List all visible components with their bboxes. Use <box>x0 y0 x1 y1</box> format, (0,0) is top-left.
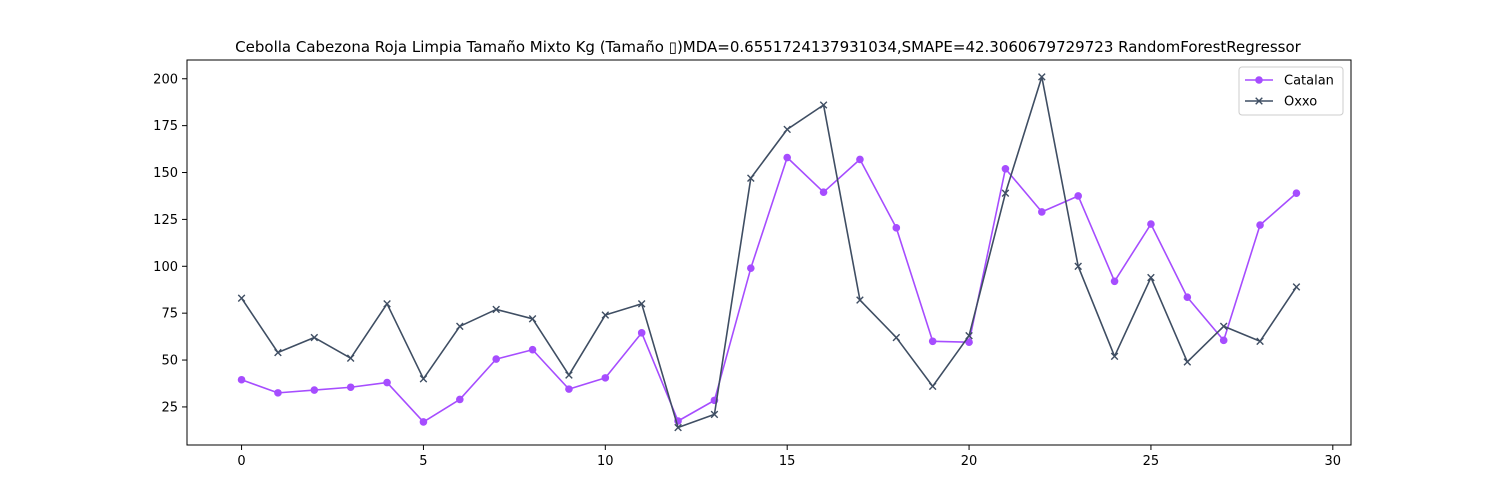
y-tick-label: 25 <box>161 400 178 415</box>
data-point-oxxo <box>892 333 901 342</box>
chart-title: Cebolla Cabezona Roja Limpia Tamaño Mixt… <box>235 38 1301 56</box>
data-point-oxxo <box>1074 262 1082 271</box>
data-point-catalan <box>1219 336 1228 345</box>
data-point-catalan <box>856 155 864 164</box>
x-tick-label: 10 <box>597 454 614 469</box>
legend-label-oxxo: Oxxo <box>1284 95 1317 110</box>
series-line-oxxo <box>240 76 1298 429</box>
y-tick-label: 200 <box>153 72 178 87</box>
data-point-oxxo <box>637 299 646 308</box>
data-point-oxxo <box>274 348 282 357</box>
legend-label-catalan: Catalan <box>1284 74 1334 89</box>
data-point-catalan <box>747 264 755 272</box>
x-tick-label: 30 <box>1325 454 1342 469</box>
data-point-catalan <box>383 378 391 387</box>
data-point-catalan <box>456 395 464 404</box>
data-point-catalan <box>1147 220 1155 228</box>
data-point-oxxo <box>783 125 791 134</box>
data-point-catalan <box>1256 221 1264 229</box>
data-point-catalan <box>237 375 246 384</box>
data-point-catalan <box>819 188 828 197</box>
x-axis: 0 5 10 15 20 25 30 <box>237 445 1341 469</box>
data-point-oxxo <box>237 294 246 302</box>
data-point-catalan <box>528 345 537 354</box>
data-point-catalan <box>1038 208 1046 216</box>
data-point-oxxo <box>856 296 864 304</box>
series-line-catalan <box>241 156 1297 423</box>
data-point-catalan <box>1183 293 1192 302</box>
legend-marker-catalan <box>1255 76 1263 84</box>
data-point-oxxo <box>1183 358 1192 366</box>
data-point-oxxo <box>1001 189 1010 197</box>
data-point-oxxo <box>528 314 537 323</box>
data-point-oxxo <box>710 410 719 419</box>
plot-area <box>186 59 1352 446</box>
data-point-catalan <box>637 329 646 337</box>
data-point-catalan <box>601 374 610 382</box>
data-point-catalan <box>1001 164 1010 173</box>
data-point-oxxo <box>965 331 973 340</box>
data-point-oxxo <box>346 354 355 362</box>
data-point-oxxo <box>1292 283 1301 291</box>
data-point-oxxo <box>1219 322 1228 331</box>
data-point-catalan <box>783 153 791 162</box>
data-point-catalan <box>965 338 973 347</box>
data-point-catalan <box>565 385 573 393</box>
data-point-catalan <box>928 337 937 346</box>
data-point-oxxo <box>674 423 682 432</box>
data-point-oxxo <box>456 322 464 331</box>
y-axis: 25 50 75 100 125 150 175 200 <box>153 72 187 415</box>
data-point-catalan <box>274 389 282 397</box>
data-point-oxxo <box>747 174 755 182</box>
data-point-catalan <box>419 418 428 426</box>
data-point-catalan <box>892 224 901 232</box>
data-point-oxxo <box>1256 337 1264 346</box>
y-tick-label: 100 <box>153 260 178 275</box>
data-point-oxxo <box>492 305 500 314</box>
y-tick-label: 50 <box>161 354 178 369</box>
data-point-oxxo <box>819 101 828 109</box>
y-tick-label: 150 <box>153 166 178 181</box>
data-point-catalan <box>310 386 319 394</box>
data-point-catalan <box>1110 277 1119 286</box>
y-tick-label: 75 <box>161 307 178 322</box>
legend-box <box>1238 66 1344 116</box>
legend-marker-oxxo <box>1255 97 1263 105</box>
x-tick-label: 15 <box>779 454 796 469</box>
data-point-catalan <box>492 355 500 363</box>
x-tick-label: 25 <box>1143 454 1160 469</box>
x-tick-label: 20 <box>961 454 978 469</box>
y-tick-label: 175 <box>153 119 178 134</box>
data-point-oxxo <box>565 371 573 379</box>
x-tick-label: 0 <box>237 454 245 469</box>
data-point-oxxo <box>310 333 319 342</box>
data-point-oxxo <box>601 311 610 319</box>
series-layer <box>237 73 1301 432</box>
data-point-catalan <box>1074 192 1082 200</box>
data-point-catalan <box>346 383 355 392</box>
x-tick-label: 5 <box>419 454 427 469</box>
data-point-oxxo <box>1110 352 1119 361</box>
data-point-oxxo <box>1147 273 1155 282</box>
y-tick-label: 125 <box>153 213 178 228</box>
data-point-oxxo <box>1038 73 1046 81</box>
data-point-oxxo <box>419 375 428 383</box>
data-point-oxxo <box>928 382 937 391</box>
data-point-catalan <box>1292 189 1301 197</box>
data-point-oxxo <box>383 299 391 308</box>
legend: Catalan Oxxo <box>1238 66 1344 116</box>
